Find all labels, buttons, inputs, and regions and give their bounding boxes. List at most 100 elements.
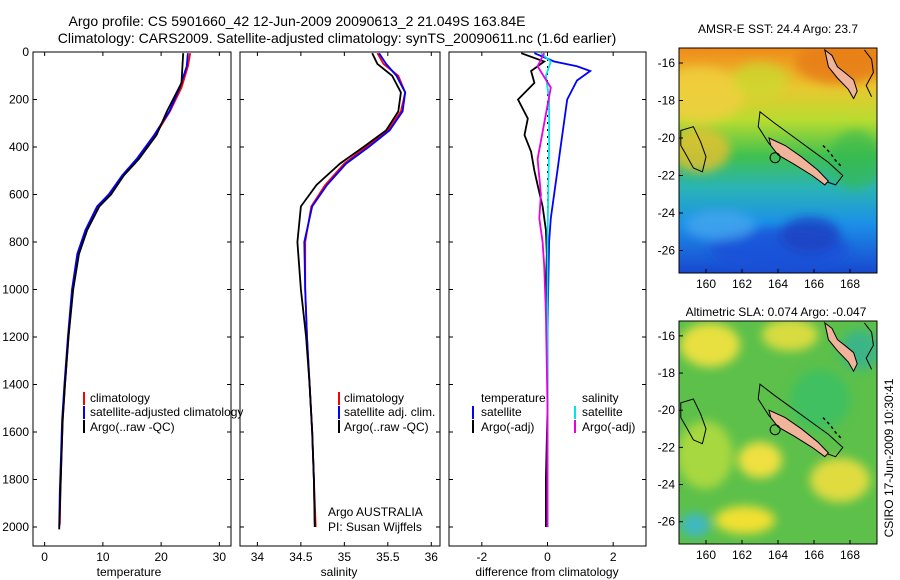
difference-xlabel: difference from climatology xyxy=(475,565,618,579)
x-tick-label: 2 xyxy=(610,550,617,564)
y-tick-label: 1400 xyxy=(2,378,29,392)
x-tick-label: 35.5 xyxy=(376,550,400,564)
x-tick-label: 160 xyxy=(696,277,716,291)
series-temperature-satellite xyxy=(534,52,593,527)
island-outline xyxy=(864,322,874,370)
figure-subtitle: Climatology: CARS2009. Satellite-adjuste… xyxy=(58,30,616,46)
temperature-plot-frame xyxy=(32,51,232,547)
y-tick-label: -26 xyxy=(658,515,676,529)
x-tick-label: 20 xyxy=(154,550,168,564)
argo-float-marker xyxy=(769,424,781,436)
y-tick-label: -20 xyxy=(658,403,676,417)
legend-climatology: climatology xyxy=(344,391,404,405)
series-salinity-argo-adj- xyxy=(536,52,552,527)
island-outline xyxy=(864,49,874,98)
bathymetry-contour xyxy=(680,126,707,173)
y-tick-label: -18 xyxy=(658,94,676,108)
difference-legend: temperature salinity satellite Argo(-adj… xyxy=(472,391,635,434)
salinity-panel: 34 34.5 35 35.5 36 salinity climatology sate… xyxy=(239,51,441,579)
y-tick-label: 1200 xyxy=(2,330,29,344)
series-argo-raw-qc- xyxy=(296,52,402,528)
y-tick-label: -20 xyxy=(658,131,676,145)
x-tick-label: 30 xyxy=(213,550,227,564)
legend-title-salinity: salinity xyxy=(582,391,619,405)
y-tick-label: -24 xyxy=(658,206,676,220)
y-tick-label: 200 xyxy=(9,93,29,107)
series-argo-raw-qc- xyxy=(58,53,185,530)
difference-panel: -2 0 2 difference from climatology tempera… xyxy=(448,51,647,579)
y-tick-label: -16 xyxy=(658,56,676,70)
salinity-lines xyxy=(296,52,407,528)
bathymetry-contour xyxy=(757,110,844,186)
sla-axis-ticks: 160 162 164 166 168 -16 -18 -20 -22 -24 -26 xyxy=(658,329,861,562)
sla-map-title: Altimetric SLA: 0.074 Argo: -0.047 xyxy=(686,305,867,319)
sst-axis-ticks: 160 162 164 166 168 -16 -18 -20 -22 -24 -26 xyxy=(658,56,861,291)
loyalty-islands xyxy=(822,417,842,439)
x-tick-label: 36 xyxy=(425,550,439,564)
y-tick-label: 2000 xyxy=(2,520,29,534)
x-tick-label: 10 xyxy=(96,550,110,564)
salinity-axis-ticks: 34 34.5 35 35.5 36 xyxy=(240,51,440,564)
salinity-plot-frame xyxy=(239,51,441,547)
y-tick-label: 1800 xyxy=(2,473,29,487)
salinity-legend: climatology satellite adj. clim. Argo(..… xyxy=(338,391,435,434)
x-tick-label: 0 xyxy=(41,550,48,564)
x-tick-label: 162 xyxy=(732,277,752,291)
series-temperature-argo-adj- xyxy=(516,52,549,527)
bathymetry-contour xyxy=(757,383,844,458)
new-caledonia-land xyxy=(768,137,830,186)
x-tick-label: 160 xyxy=(696,548,716,562)
legend-sal-satellite: satellite xyxy=(582,405,623,419)
temperature-legend: climatology satellite-adjusted climatolo… xyxy=(83,391,243,434)
y-tick-label: 1600 xyxy=(2,425,29,439)
temperature-panel: 0 200 400 600 800 1000 1200 1400 1600 1800 2000 0 10… xyxy=(2,45,243,579)
x-tick-label: 166 xyxy=(804,277,824,291)
sla-coastlines xyxy=(680,321,874,458)
x-tick-label: 168 xyxy=(840,277,860,291)
x-tick-label: 162 xyxy=(732,548,752,562)
y-tick-label: 1000 xyxy=(2,283,29,297)
y-tick-label: 0 xyxy=(22,45,29,59)
temperature-axis-ticks: 0 200 400 600 800 1000 1200 1400 1600 1800 2000 0 10… xyxy=(2,45,231,564)
sst-map-panel: AMSR-E SST: 24.4 Argo: 23.7 160 162 164 166… xyxy=(658,22,878,291)
argo-float-marker xyxy=(769,152,781,164)
new-caledonia-land xyxy=(768,409,830,458)
salinity-xlabel: salinity xyxy=(321,565,358,579)
legend-sal-argo: Argo(-adj) xyxy=(582,420,635,434)
legend-argo: Argo(..raw -QC) xyxy=(344,420,429,434)
x-tick-label: 166 xyxy=(804,548,824,562)
legend-temp-satellite: satellite xyxy=(481,405,522,419)
sst-coastlines xyxy=(680,48,874,186)
annotation-pi: PI: Susan Wijffels xyxy=(328,520,422,534)
y-tick-label: 800 xyxy=(9,235,29,249)
temperature-lines xyxy=(58,53,192,530)
difference-axis-ticks: -2 0 2 xyxy=(449,51,646,564)
legend-argo: Argo(..raw -QC) xyxy=(90,420,175,434)
y-tick-label: 400 xyxy=(9,140,29,154)
y-tick-label: 600 xyxy=(9,188,29,202)
legend-climatology: climatology xyxy=(90,391,150,405)
sla-map-panel: Altimetric SLA: 0.074 Argo: -0.047 160 16… xyxy=(658,305,878,562)
x-tick-label: -2 xyxy=(476,550,487,564)
figure-title: Argo profile: CS 5901660_42 12-Jun-2009 … xyxy=(69,13,526,29)
y-tick-label: -22 xyxy=(658,440,676,454)
x-tick-label: 0 xyxy=(544,550,551,564)
x-tick-label: 34 xyxy=(251,550,265,564)
x-tick-label: 164 xyxy=(768,548,788,562)
timestamp-stamp: CSIRO 17-Jun-2009 10:30:41 xyxy=(882,378,896,537)
bathymetry-contour xyxy=(680,398,707,445)
y-tick-label: -18 xyxy=(658,366,676,380)
sst-field-texture xyxy=(679,48,877,272)
vanuatu-land xyxy=(824,321,858,373)
series-climatology xyxy=(58,53,192,525)
y-tick-label: -22 xyxy=(658,169,676,183)
x-tick-label: 34.5 xyxy=(289,550,313,564)
legend-temp-argo: Argo(-adj) xyxy=(481,420,534,434)
vanuatu-land xyxy=(824,48,858,100)
y-tick-label: -16 xyxy=(658,329,676,343)
series-satellite-adjusted-climatology xyxy=(58,53,189,528)
legend-satellite-adjusted: satellite-adjusted climatology xyxy=(90,405,243,419)
legend-title-temperature: temperature xyxy=(481,391,546,405)
x-tick-label: 164 xyxy=(768,277,788,291)
